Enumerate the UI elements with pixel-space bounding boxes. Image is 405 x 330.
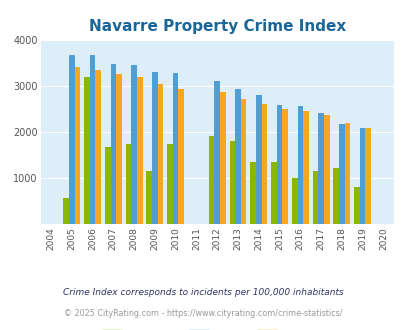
Bar [104, 147, 110, 224]
Bar [338, 124, 344, 224]
Text: © 2025 CityRating.com - https://www.cityrating.com/crime-statistics/: © 2025 CityRating.com - https://www.city… [64, 309, 341, 318]
Bar [255, 95, 261, 224]
Bar [152, 72, 157, 224]
Bar [116, 74, 121, 224]
Bar [229, 141, 234, 224]
Bar [126, 144, 131, 224]
Bar [220, 92, 225, 224]
Bar [208, 136, 214, 224]
Legend: Navarre, Ohio, National: Navarre, Ohio, National [98, 326, 336, 330]
Bar [323, 115, 329, 224]
Bar [240, 99, 246, 224]
Bar [344, 123, 350, 224]
Bar [84, 77, 90, 224]
Text: Crime Index corresponds to incidents per 100,000 inhabitants: Crime Index corresponds to incidents per… [62, 287, 343, 297]
Bar [69, 55, 75, 224]
Bar [136, 77, 142, 224]
Bar [214, 81, 220, 224]
Bar [312, 171, 318, 224]
Bar [281, 109, 287, 224]
Bar [75, 67, 80, 224]
Bar [167, 144, 173, 224]
Bar [297, 106, 303, 224]
Bar [303, 111, 308, 224]
Bar [359, 128, 364, 224]
Bar [364, 128, 370, 224]
Bar [173, 73, 178, 224]
Bar [146, 171, 152, 224]
Bar [110, 64, 116, 224]
Bar [354, 186, 359, 224]
Bar [271, 162, 276, 224]
Bar [90, 55, 95, 224]
Bar [276, 105, 281, 224]
Bar [250, 162, 255, 224]
Bar [131, 65, 136, 224]
Bar [234, 88, 240, 224]
Bar [261, 104, 266, 224]
Bar [95, 70, 101, 224]
Bar [157, 84, 163, 224]
Bar [333, 168, 338, 224]
Bar [291, 178, 297, 224]
Bar [178, 88, 183, 224]
Bar [318, 113, 323, 224]
Bar [63, 198, 69, 224]
Title: Navarre Property Crime Index: Navarre Property Crime Index [88, 19, 345, 34]
